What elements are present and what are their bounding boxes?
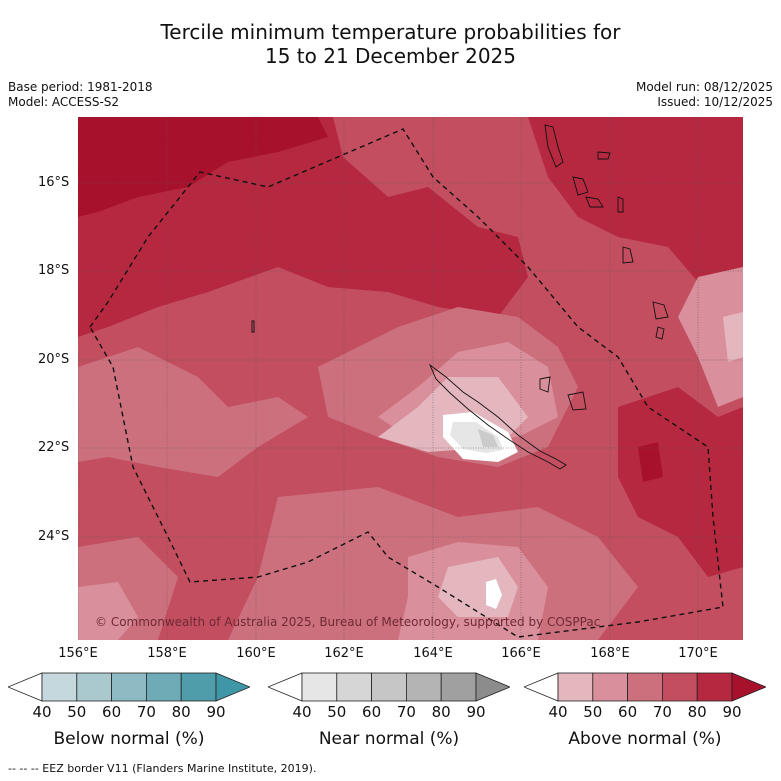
- colorbar-above-normal: [524, 672, 766, 702]
- colorbar-near-tick-40: 40: [292, 703, 312, 721]
- region-above-80-se: [618, 387, 743, 577]
- lon-label-158e: 158°E: [147, 646, 187, 661]
- lon-label-162e: 162°E: [324, 646, 364, 661]
- lon-label-164e: 164°E: [413, 646, 453, 661]
- colorbar-near-swatch-50: [336, 672, 373, 702]
- colorbar-near-min-triangle: [268, 672, 303, 702]
- colorbar-below-tick-80: 80: [171, 703, 191, 721]
- region-above-60-w: [78, 347, 308, 477]
- colorbar-below-min-triangle: [8, 672, 43, 702]
- colorbar-above-swatches: [557, 672, 733, 702]
- colorbar-below-swatch-50: [76, 672, 113, 702]
- model-name: Model: ACCESS-S2: [8, 95, 120, 109]
- islands-west: [251, 320, 255, 333]
- lat-label-18s: 18°S: [38, 263, 70, 278]
- vanuatu-islands: [544, 124, 669, 340]
- colorbar-near-normal: [268, 672, 510, 702]
- region-above-50-e: [678, 267, 743, 407]
- colorbar-near-tick-70: 70: [396, 703, 416, 721]
- colorbar-near-swatch-80: [440, 672, 477, 702]
- colorbar-above-label: Above normal (%): [568, 729, 722, 749]
- colorbar-near-swatch-70: [405, 672, 442, 702]
- colorbar-below-swatch-40: [41, 672, 78, 702]
- grid-lines: [78, 117, 743, 640]
- colorbar-above-tick-90: 90: [722, 703, 742, 721]
- colorbar-below-normal: [8, 672, 250, 702]
- colorbar-near-swatch-60: [371, 672, 407, 702]
- colorbar-below-max-triangle: [215, 672, 250, 702]
- colorbar-above-tick-50: 50: [583, 703, 603, 721]
- region-above-40-e: [723, 312, 743, 362]
- colorbar-below-swatch-60: [111, 672, 147, 702]
- probability-map: © Commonwealth of Australia 2025, Bureau…: [78, 117, 743, 640]
- colorbar-above-min-triangle: [524, 672, 559, 702]
- meta-left: Base period: 1981-2018 Model: ACCESS-S2: [8, 80, 153, 110]
- colorbar-near-swatch-40: [301, 672, 338, 702]
- region-above-50-sw: [78, 582, 138, 640]
- map-title-line2: 15 to 21 December 2025: [264, 44, 516, 68]
- region-near-normal-south: [486, 579, 502, 609]
- colorbar-near-max-triangle: [475, 672, 510, 702]
- region-above-90-nw: [78, 117, 328, 217]
- new-caledonia-island: [428, 363, 567, 470]
- colorbar-above-swatch-70: [661, 672, 698, 702]
- colorbar-near-tick-60: 60: [362, 703, 382, 721]
- meta-right: Model run: 08/12/2025 Issued: 10/12/2025: [636, 80, 773, 110]
- colorbar-above-tick-70: 70: [652, 703, 672, 721]
- colorbar-below-tick-90: 90: [206, 703, 226, 721]
- map-title-line1: Tercile minimum temperature probabilitie…: [160, 20, 621, 44]
- colorbar-near-label: Near normal (%): [318, 729, 460, 749]
- colorbar-above-tick-40: 40: [548, 703, 568, 721]
- colorbar-above-max-triangle: [731, 672, 766, 702]
- lat-label-24s: 24°S: [38, 529, 70, 544]
- colorbar-below-label: Below normal (%): [53, 729, 205, 749]
- colorbar-above-tick-60: 60: [618, 703, 638, 721]
- colorbar-below-tick-40: 40: [32, 703, 52, 721]
- lon-label-170e: 170°E: [678, 646, 718, 661]
- lon-label-168e: 168°E: [590, 646, 630, 661]
- colorbar-near-tick-50: 50: [327, 703, 347, 721]
- colorbar-near-tick-90: 90: [466, 703, 486, 721]
- issued-date: Issued: 10/12/2025: [657, 95, 773, 109]
- lat-label-22s: 22°S: [38, 440, 70, 455]
- colorbar-near-swatches: [301, 672, 477, 702]
- model-run: Model run: 08/12/2025: [635, 80, 773, 94]
- colorbar-below-swatch-70: [145, 672, 182, 702]
- colorbar-below-tick-70: 70: [136, 703, 156, 721]
- lat-label-16s: 16°S: [38, 175, 70, 190]
- colorbar-above-swatch-60: [627, 672, 663, 702]
- colorbar-above-tick-80: 80: [687, 703, 707, 721]
- lat-label-20s: 20°S: [38, 352, 70, 367]
- region-above-80-e: [528, 117, 743, 282]
- colorbar-above-swatch-80: [696, 672, 733, 702]
- loyalty-islands: [539, 376, 587, 411]
- eez-footnote: -- -- -- EEZ border V11 (Flanders Marine…: [8, 762, 317, 775]
- region-near-60: [478, 429, 498, 447]
- lon-label-156e: 156°E: [58, 646, 98, 661]
- colorbar-above-swatch-50: [592, 672, 629, 702]
- lon-label-166e: 166°E: [501, 646, 541, 661]
- colorbar-below-tick-60: 60: [102, 703, 122, 721]
- colorbar-below-swatches: [41, 672, 217, 702]
- colorbar-below-swatch-80: [180, 672, 217, 702]
- colorbar-below-tick-50: 50: [67, 703, 87, 721]
- colorbar-near-tick-80: 80: [431, 703, 451, 721]
- copyright-text: © Commonwealth of Australia 2025, Bureau…: [95, 615, 600, 629]
- region-above-90-se: [638, 442, 663, 482]
- colorbar-above-swatch-40: [557, 672, 594, 702]
- eez-border: [89, 128, 724, 638]
- lon-label-160e: 160°E: [236, 646, 276, 661]
- base-period: Base period: 1981-2018: [8, 80, 153, 94]
